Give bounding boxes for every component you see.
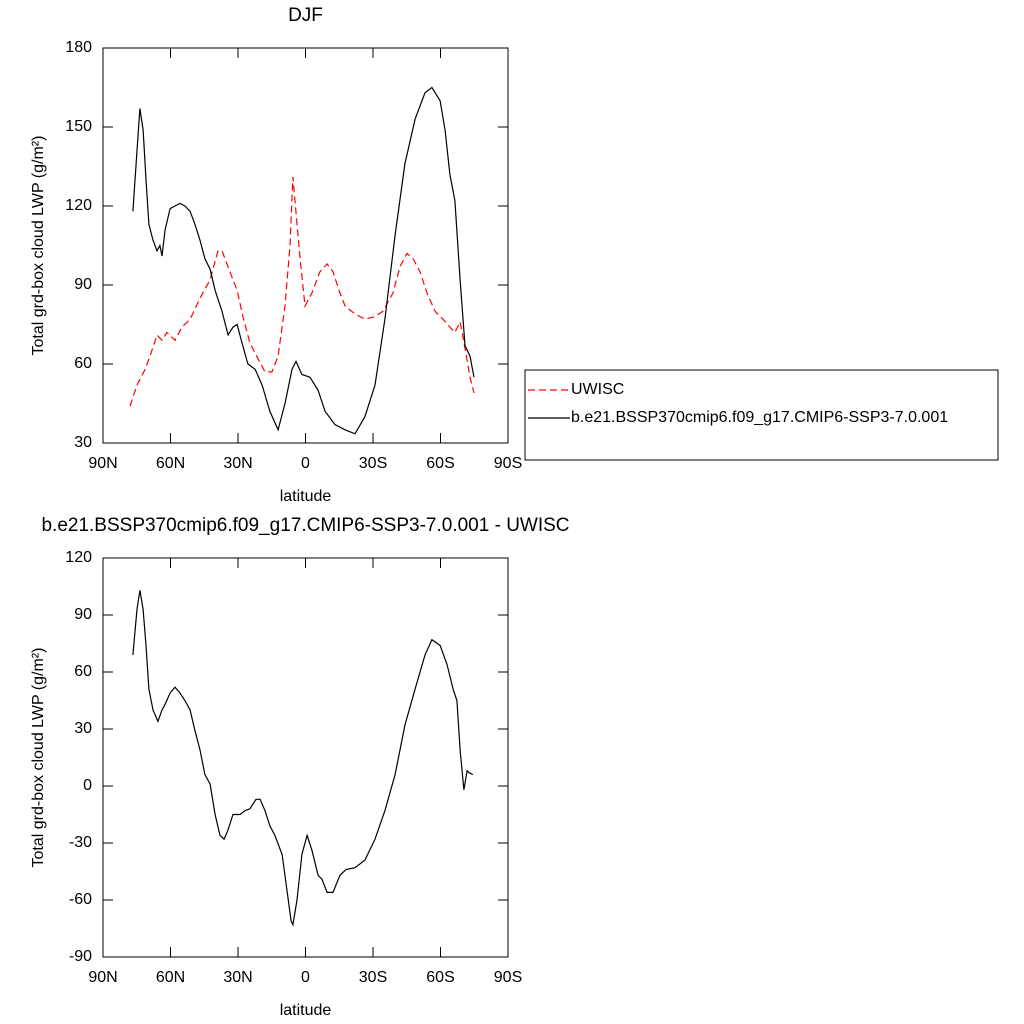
chart-title: DJF [288, 5, 323, 26]
y-tick-label: 30 [74, 434, 92, 451]
y-axis-label: Total grd-box cloud LWP (g/m²) [30, 648, 47, 868]
y-tick-label: 90 [74, 606, 92, 623]
x-tick-label: 0 [301, 969, 310, 986]
x-tick-label: 60N [156, 969, 185, 986]
x-tick-label: 90N [88, 455, 117, 472]
legend-label: UWISC [571, 381, 624, 398]
x-tick-label: 30N [223, 455, 252, 472]
x-tick-label: 60S [426, 455, 454, 472]
y-tick-label: -90 [69, 948, 92, 965]
legend-label: b.e21.BSSP370cmip6.f09_g17.CMIP6-SSP3-7.… [571, 409, 948, 426]
x-tick-label: 30N [223, 969, 252, 986]
x-tick-label: 30S [359, 969, 387, 986]
x-tick-label: 90N [88, 969, 117, 986]
y-tick-label: 60 [74, 355, 92, 372]
chart-title: b.e21.BSSP370cmip6.f09_g17.CMIP6-SSP3-7.… [41, 515, 569, 536]
y-tick-label: 90 [74, 276, 92, 293]
y-tick-label: 150 [65, 118, 92, 135]
x-axis-label: latitude [280, 1002, 332, 1019]
y-tick-label: 180 [65, 39, 92, 56]
x-tick-label: 30S [359, 455, 387, 472]
y-tick-label: -30 [69, 834, 92, 851]
plot-frame [102, 557, 509, 958]
y-tick-label: 30 [74, 720, 92, 737]
x-tick-label: 90S [494, 969, 522, 986]
legend-box [524, 369, 999, 461]
y-tick-label: 0 [83, 777, 92, 794]
y-tick-label: 120 [65, 549, 92, 566]
y-tick-label: 60 [74, 663, 92, 680]
x-tick-label: 90S [494, 455, 522, 472]
y-axis-label: Total grd-box cloud LWP (g/m²) [30, 136, 47, 356]
x-tick-label: 60S [426, 969, 454, 986]
data-line [129, 176, 475, 407]
y-tick-label: -60 [69, 891, 92, 908]
x-tick-label: 0 [301, 455, 310, 472]
x-axis-label: latitude [280, 488, 332, 505]
data-line [132, 86, 475, 435]
x-tick-label: 60N [156, 455, 185, 472]
data-line [132, 590, 474, 927]
y-tick-label: 120 [65, 197, 92, 214]
